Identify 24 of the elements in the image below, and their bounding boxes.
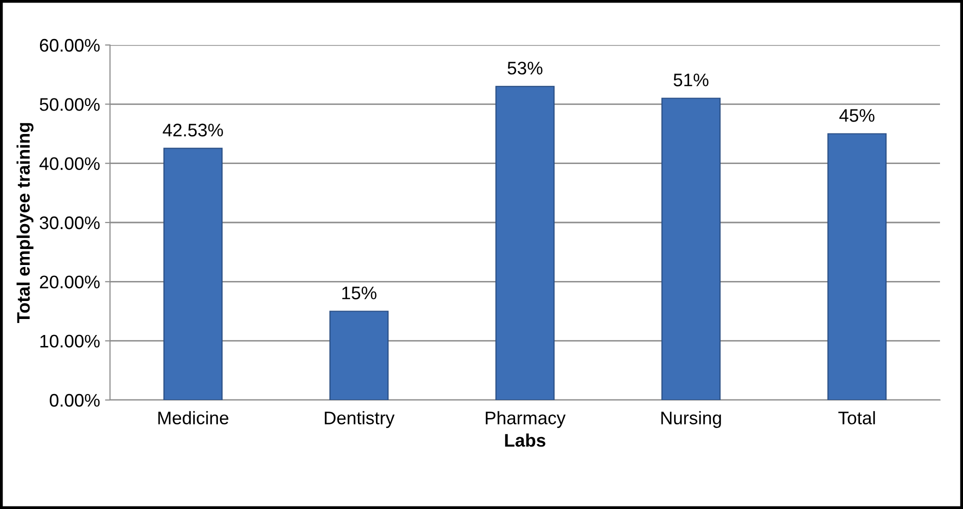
data-label: 51% [674,74,708,86]
y-tick-label: 20.00% [40,276,100,288]
bar [495,86,555,400]
data-label: 15% [342,286,376,300]
x-tick-label: Dentistry [324,411,395,428]
x-tick-label: Medicine [158,411,228,424]
y-tick-label: 60.00% [40,38,100,52]
bar [329,310,389,400]
y-tick-label: 0.00% [50,394,100,407]
data-label: 53% [508,62,542,75]
x-tick-label: Pharmacy [486,411,566,428]
data-label: 42.53% [162,124,223,136]
x-axis-title: Labs [505,434,546,447]
data-label: 45% [839,109,874,122]
y-axis-title: Total employee training [16,123,34,323]
bar [661,98,721,400]
y-tick-label: 10.00% [40,334,100,348]
y-tick-label: 40.00% [39,157,100,170]
bar [163,148,223,400]
x-tick-label: Nursing [661,411,721,428]
x-tick-label: Total [838,411,875,424]
y-tick-label: 30.00% [40,216,100,230]
y-tick-label: 50.00% [40,98,100,111]
bar [827,133,887,400]
